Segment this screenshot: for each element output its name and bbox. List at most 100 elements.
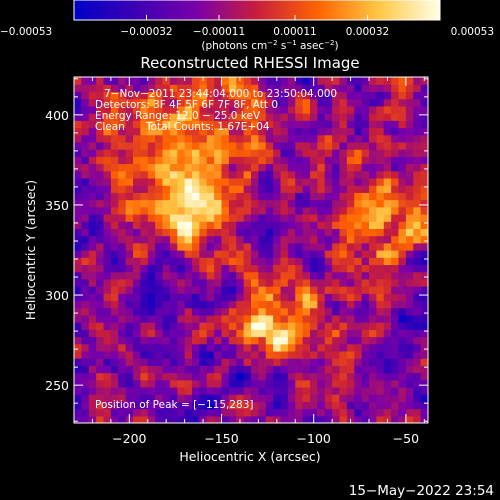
heatmap-cell: [228, 199, 237, 208]
heatmap-cell: [398, 177, 407, 186]
heatmap-cell: [376, 242, 385, 251]
heatmap-cell: [199, 105, 208, 114]
heatmap-cell: [221, 329, 230, 338]
heatmap-cell: [413, 192, 422, 201]
heatmap-cell: [177, 394, 186, 402]
heatmap-cell: [228, 401, 237, 410]
heatmap-cell: [192, 199, 200, 208]
y-tick-label: 400: [45, 108, 69, 123]
heatmap-cell: [221, 415, 230, 423]
heatmap-cell: [147, 113, 156, 121]
heatmap-cell: [96, 185, 105, 193]
heatmap-cell: [221, 300, 230, 309]
heatmap-cell: [251, 286, 259, 294]
heatmap-cell: [280, 379, 289, 388]
x-axis-ticks: [73, 77, 425, 423]
heatmap-cell: [391, 177, 400, 186]
heatmap-cell: [214, 343, 223, 352]
heatmap-cell: [273, 235, 282, 244]
heatmap-cell: [376, 293, 385, 302]
heatmap-cell: [258, 235, 267, 244]
heatmap-cell: [376, 394, 385, 402]
heatmap-cell: [324, 105, 333, 114]
heatmap-cell: [162, 221, 171, 229]
heatmap-cell: [221, 213, 230, 222]
heatmap-cell: [324, 394, 333, 402]
heatmap-cell: [354, 91, 363, 100]
heatmap-cell: [74, 134, 82, 143]
heatmap-cell: [243, 91, 252, 100]
heatmap-cell: [339, 163, 348, 172]
heatmap-cell: [310, 105, 318, 114]
heatmap-cell: [258, 329, 267, 338]
heatmap-cell: [280, 113, 289, 121]
heatmap-cell: [147, 163, 156, 172]
heatmap-cell: [339, 242, 348, 251]
heatmap-cell: [110, 336, 119, 345]
heatmap-cell: [125, 329, 134, 338]
heatmap-cell: [169, 365, 178, 374]
heatmap-cell: [214, 293, 223, 302]
heatmap-cell: [398, 77, 407, 85]
heatmap-cell: [413, 105, 422, 114]
heatmap-cell: [140, 113, 149, 121]
heatmap-cell: [413, 141, 422, 150]
heatmap-cell: [74, 242, 82, 251]
heatmap-cell: [354, 120, 363, 129]
heatmap-cell: [192, 91, 200, 100]
heatmap-cell: [280, 350, 289, 359]
heatmap-cell: [251, 408, 259, 417]
heatmap-cell: [243, 358, 252, 366]
heatmap-cell: [169, 192, 178, 201]
heatmap-cell: [177, 386, 186, 395]
heatmap-cell: [162, 314, 171, 323]
heatmap-cell: [405, 235, 414, 244]
heatmap-cell: [280, 105, 289, 114]
heatmap-cell: [81, 329, 90, 338]
heatmap-cell: [324, 300, 333, 309]
heatmap-cell: [273, 300, 282, 309]
heatmap-cell: [155, 314, 164, 323]
heatmap-cell: [110, 206, 119, 215]
heatmap-cell: [324, 206, 333, 215]
heatmap-cell: [354, 271, 363, 280]
heatmap-cell: [273, 314, 282, 323]
heatmap-cell: [140, 177, 149, 186]
heatmap-cell: [177, 98, 186, 107]
heatmap-cell: [332, 322, 341, 330]
heatmap-cell: [162, 149, 171, 157]
heatmap-cell: [346, 213, 355, 222]
heatmap-cell: [354, 379, 363, 388]
heatmap-cell: [420, 286, 428, 294]
heatmap-cell: [346, 185, 355, 193]
heatmap-cell: [361, 163, 370, 172]
heatmap-cell: [177, 170, 186, 179]
heatmap-cell: [280, 394, 289, 402]
heatmap-cell: [398, 213, 407, 222]
heatmap-cell: [317, 278, 326, 287]
heatmap-cell: [391, 379, 400, 388]
heatmap-cell: [324, 192, 333, 201]
heatmap-cell: [243, 221, 252, 229]
heatmap-cell: [162, 98, 171, 107]
heatmap-cell: [74, 156, 82, 165]
heatmap-cell: [110, 199, 119, 208]
heatmap-cell: [398, 149, 407, 157]
heatmap-cell: [206, 177, 215, 186]
heatmap-cell: [398, 278, 407, 287]
heatmap-cell: [273, 365, 282, 374]
heatmap-cell: [273, 242, 282, 251]
heatmap-cell: [221, 386, 230, 395]
heatmap-cell: [310, 213, 318, 222]
heatmap-cell: [405, 242, 414, 251]
heatmap-cell: [295, 415, 304, 423]
heatmap-cell: [155, 113, 164, 121]
heatmap-cell: [140, 98, 149, 107]
heatmap-cell: [354, 213, 363, 222]
heatmap-cell: [162, 379, 171, 388]
heatmap-cell: [74, 206, 82, 215]
heatmap-cell: [317, 185, 326, 193]
heatmap-cell: [324, 278, 333, 287]
heatmap-cell: [103, 415, 112, 423]
heatmap-cell: [243, 336, 252, 345]
